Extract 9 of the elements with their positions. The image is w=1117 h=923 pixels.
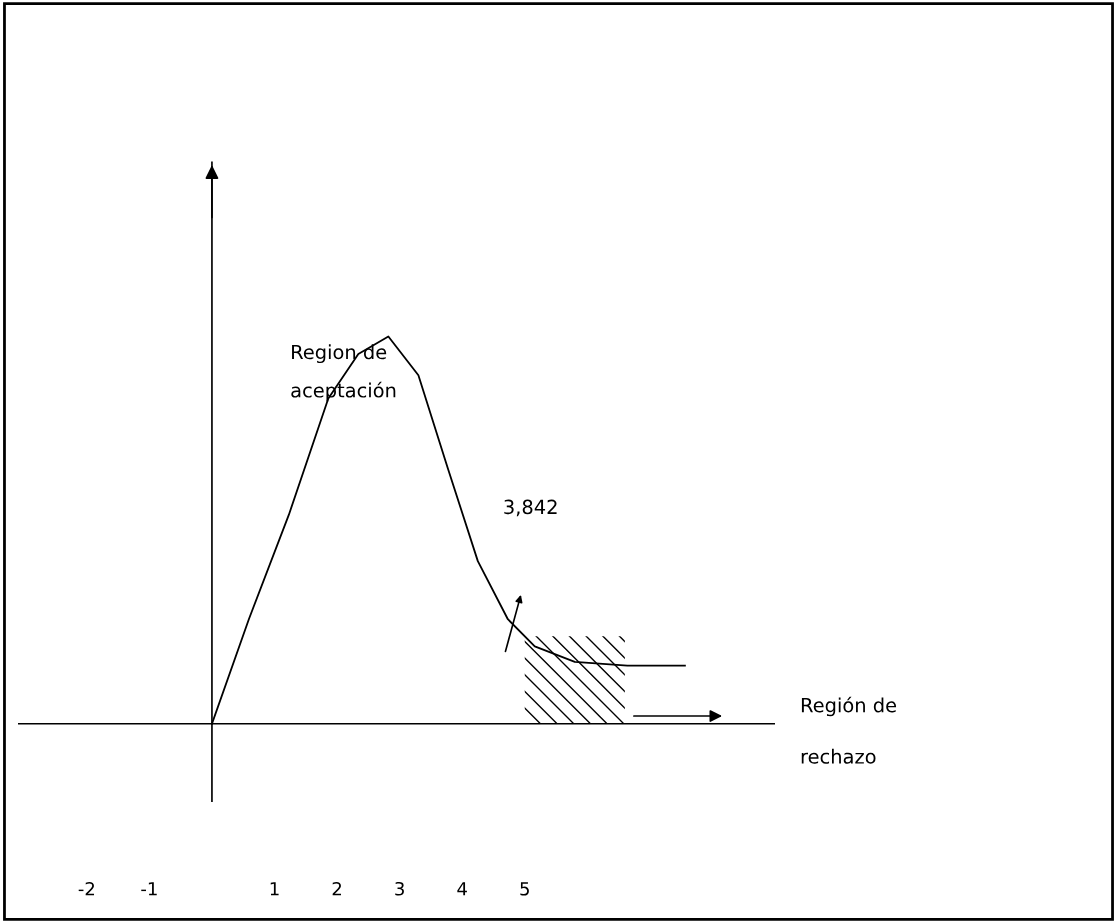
x-tick-label: 4 xyxy=(457,882,467,896)
x-tick-label: 3 xyxy=(395,881,404,896)
x-tick-label: 1 xyxy=(270,882,279,896)
x-tick-label: 5 xyxy=(520,882,529,896)
x-tick-label: -1 xyxy=(141,882,157,896)
annotation: 3,842 xyxy=(504,499,557,517)
x-tick-label: 2 xyxy=(332,881,341,896)
x-tick-label: -2 xyxy=(78,881,95,896)
text: Región de rechazo xyxy=(801,696,897,764)
